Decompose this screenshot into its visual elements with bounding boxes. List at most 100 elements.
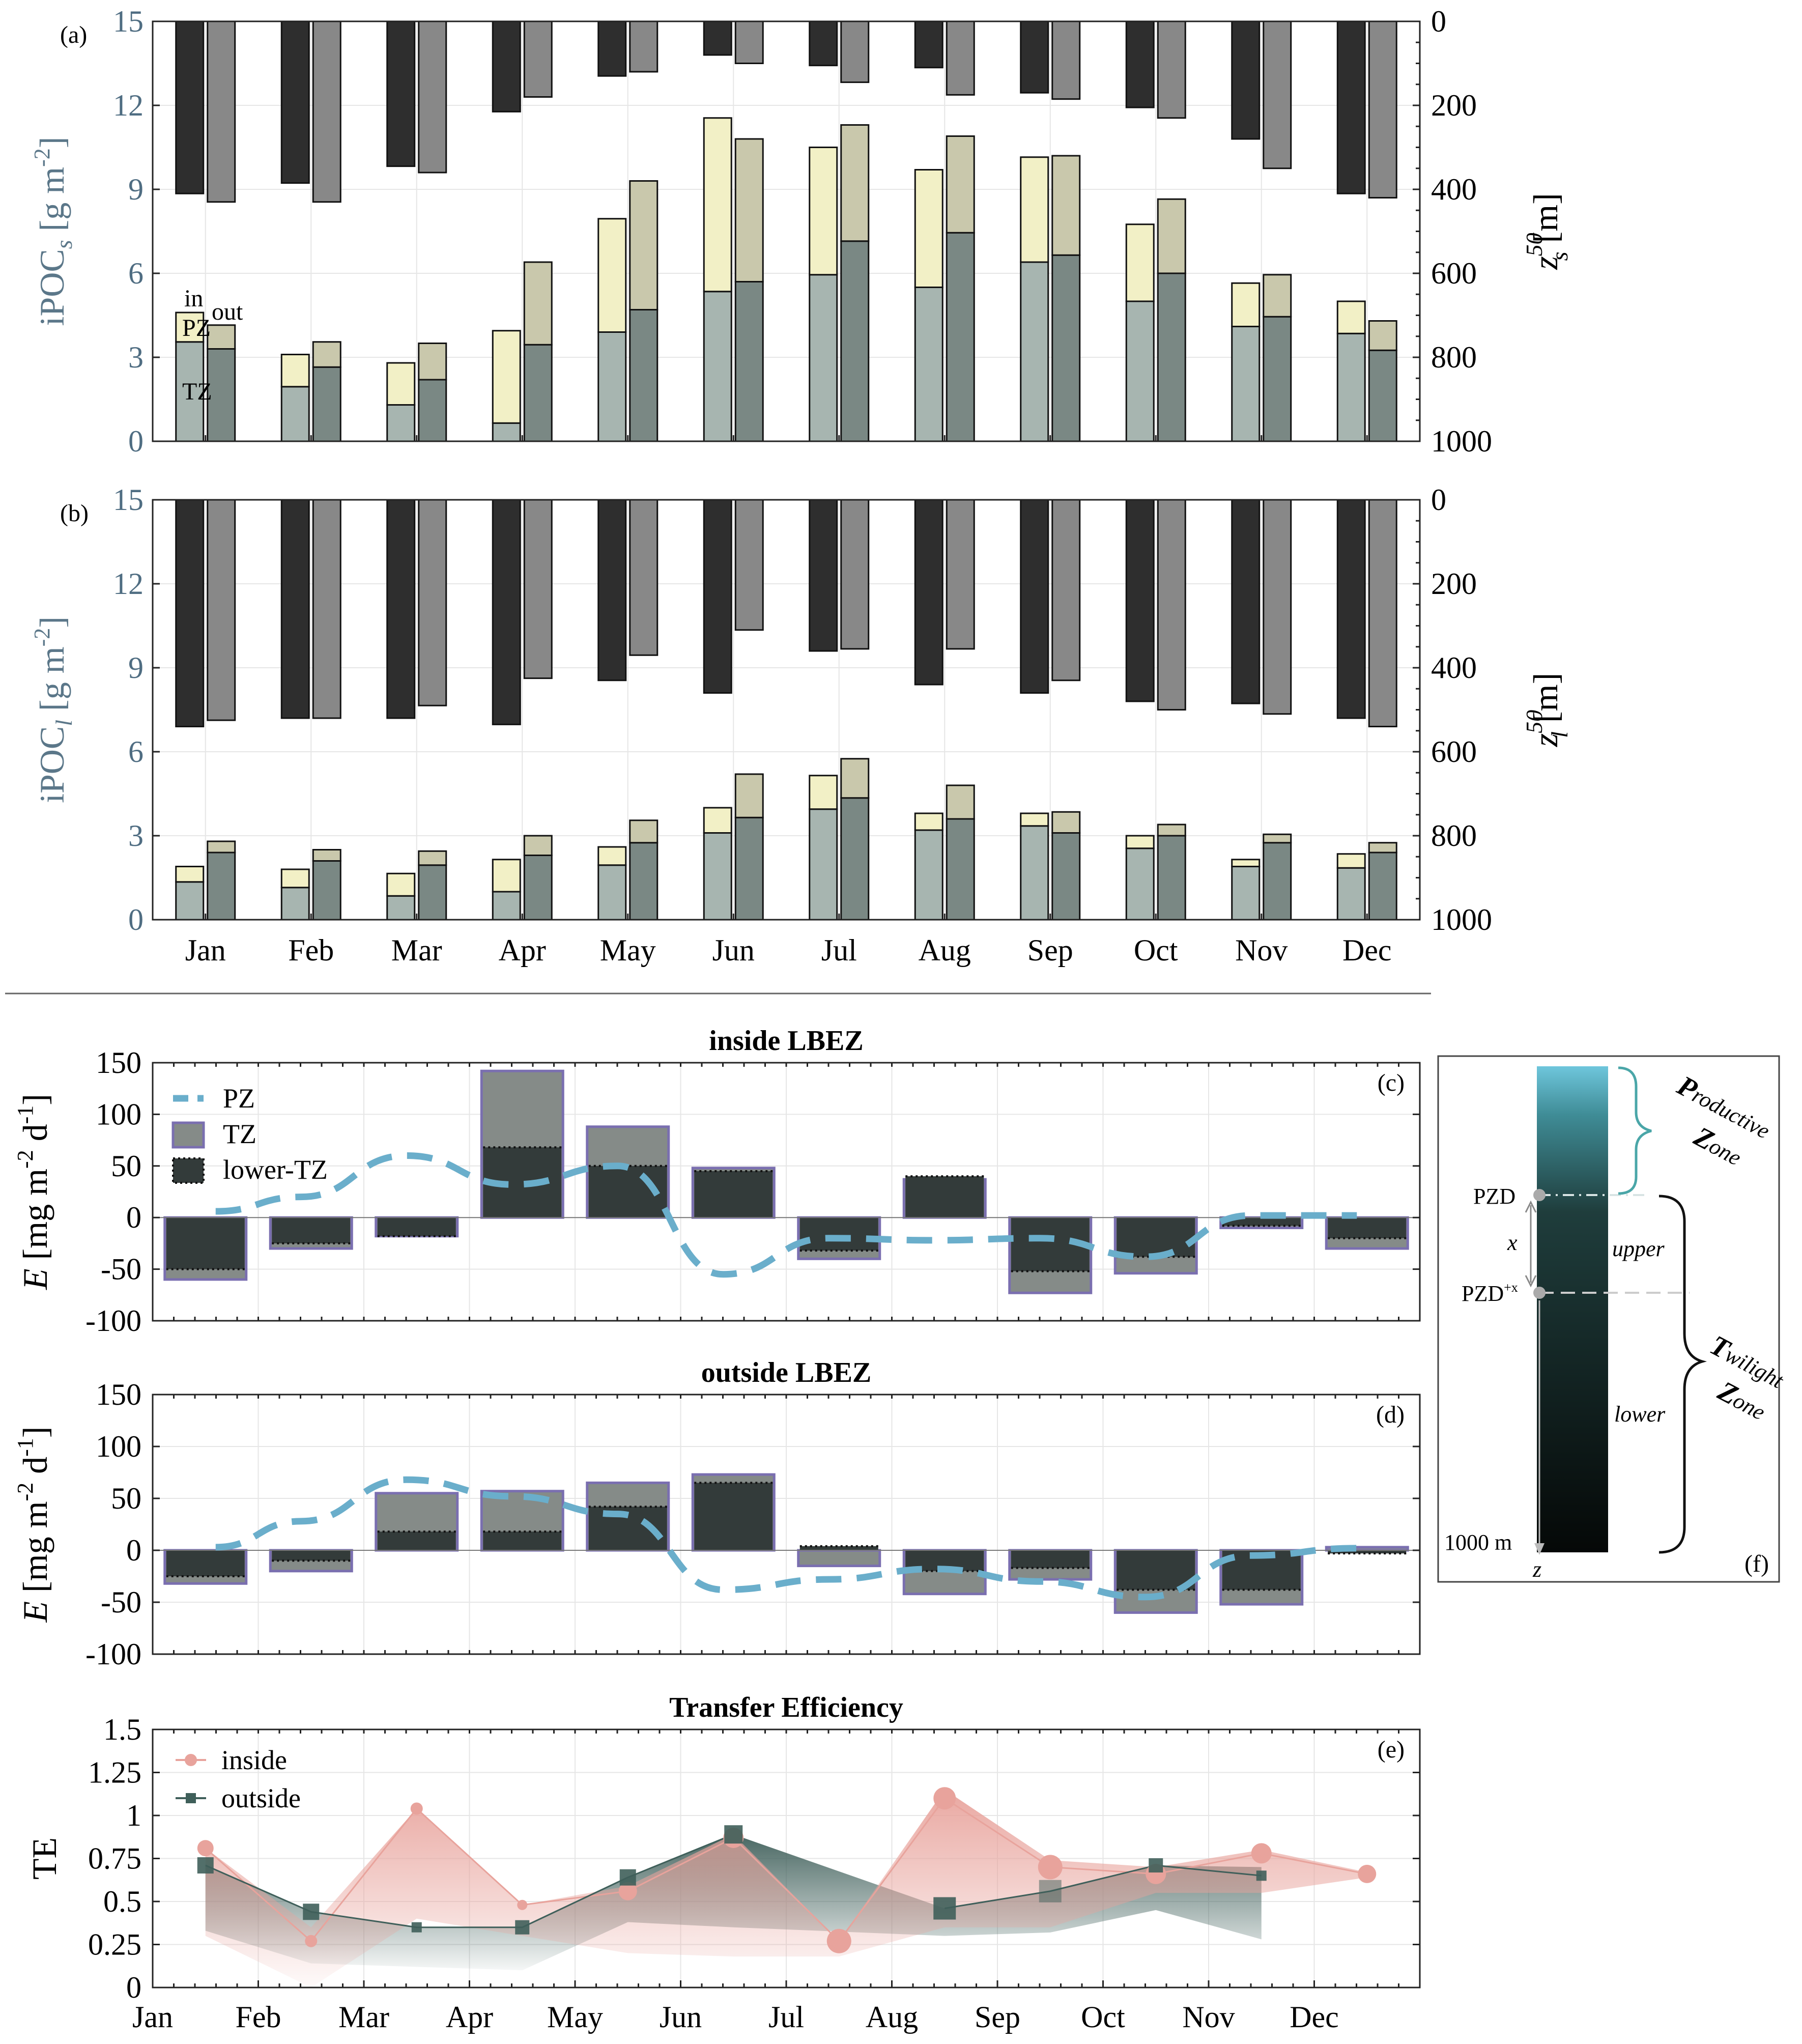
x-tick-label: Oct (1081, 2000, 1125, 2034)
ipoc-bar-pz-inside (492, 859, 521, 893)
depth-bar-inside (1231, 499, 1261, 704)
ipoc-bar-pz-outside (734, 773, 764, 818)
annot-tz: TZ (182, 378, 212, 405)
upper-label: upper (1612, 1236, 1665, 1261)
y-tick-label: 9 (128, 173, 144, 206)
ipoc-bar-tz-inside (280, 386, 310, 442)
panel-label: (e) (1378, 1736, 1405, 1763)
ipoc-bar-pz-outside (946, 135, 975, 234)
depth-bar-outside (523, 20, 553, 98)
ipoc-bar-tz-inside (1125, 300, 1155, 442)
ipoc-bar-pz-outside (1368, 842, 1397, 854)
depth-bar-inside (492, 499, 521, 725)
depth-bar-inside (492, 20, 521, 112)
ipoc-bar-tz-outside (1263, 316, 1292, 442)
ipoc-bar-tz-inside (492, 422, 521, 442)
y-tick-label: 0.5 (103, 1885, 141, 1918)
y-tick-label: 50 (111, 1149, 141, 1183)
depth-bar-outside (418, 20, 447, 174)
ipoc-bar-pz-inside (1020, 812, 1049, 827)
y-tick-label: 12 (113, 89, 144, 122)
ipoc-bar-pz-outside (1157, 824, 1186, 837)
depth-bar-outside (1051, 20, 1081, 100)
depth-bar-outside (734, 20, 764, 64)
ipoc-bar-tz-outside (418, 864, 447, 921)
ipoc-bar-pz-inside (280, 354, 310, 388)
ipoc-bar-tz-outside (1263, 842, 1292, 921)
ipoc-bar-pz-inside (175, 866, 205, 883)
pzd-x-label: PZD+x (1462, 1280, 1518, 1306)
ipoc-bar-pz-outside (207, 324, 236, 350)
legend-lower-tz-label: lower-TZ (223, 1154, 328, 1185)
depth-bar-outside (1263, 20, 1292, 169)
productive-brace (1618, 1066, 1652, 1195)
pzd-x-marker (1533, 1287, 1546, 1299)
te-marker-outside (724, 1825, 743, 1844)
te-line-inside (205, 1797, 1367, 1943)
ipoc-bar-tz-inside (386, 895, 416, 921)
x-tick-label: Jan (132, 2000, 173, 2034)
e-bar-lower-tz (1222, 1217, 1301, 1226)
depth-bar-outside (1157, 20, 1186, 119)
te-marker-inside (1038, 1855, 1063, 1880)
depth-bar-inside (1231, 20, 1261, 140)
ipoc-bar-tz-inside (1336, 332, 1366, 442)
depth-bar-inside (386, 20, 416, 167)
depth-bar-outside (1263, 499, 1292, 715)
y2-axis-label: z50s [m] (1521, 193, 1572, 270)
e-bar-lower-tz (905, 1176, 984, 1218)
ipoc-bar-pz-outside (1263, 274, 1292, 318)
y-tick-label: 15 (113, 483, 144, 517)
depth-bar-outside (840, 499, 870, 650)
y-tick-label: 150 (96, 1046, 141, 1080)
ipoc-bar-pz-inside (280, 868, 310, 889)
ipoc-bar-pz-inside (1231, 282, 1261, 327)
ipoc-bar-pz-inside (703, 117, 732, 293)
te-marker-inside (826, 1928, 851, 1953)
panel-f-schematic: PZD PZD+x x upper lower 1000 m z Product… (1437, 1055, 1788, 1583)
panel-title: Transfer Efficiency (669, 1692, 903, 1723)
y2-tick-label: 800 (1431, 819, 1477, 853)
te-marker-outside (411, 1922, 422, 1933)
y-axis-label: iPOCl [g m-2] (30, 616, 77, 803)
depth-bar-inside (386, 499, 416, 719)
ipoc-bar-pz-inside (1336, 853, 1366, 869)
depth-bar-outside (1368, 499, 1397, 727)
te-marker-inside (933, 1787, 956, 1810)
y-tick-label: 150 (96, 1378, 141, 1411)
depth-bar-inside (1125, 20, 1155, 108)
ipoc-bar-pz-outside (207, 840, 236, 854)
x-tick-label: Sep (1027, 933, 1073, 967)
pz-export-line (215, 1476, 1357, 1601)
ipoc-bar-tz-outside (1051, 254, 1081, 442)
depth-bar-inside (175, 499, 205, 727)
depth-bar-outside (312, 20, 341, 203)
depth-bar-outside (840, 20, 870, 83)
pzd-label: PZD (1473, 1184, 1515, 1209)
legend-inside-label: inside (221, 1745, 287, 1775)
x-tick-label: Aug (919, 933, 971, 967)
ipoc-bar-tz-outside (523, 855, 553, 921)
pzd-marker (1533, 1189, 1546, 1201)
legend-lower-tz-swatch (172, 1157, 205, 1184)
y-tick-label: -50 (101, 1253, 141, 1286)
depth-bar-outside (1157, 499, 1186, 711)
depth-bar-inside (1336, 20, 1366, 194)
panel-label: (c) (1378, 1069, 1405, 1096)
x-tick-label: Aug (866, 2000, 918, 2034)
e-bar-lower-tz (1328, 1217, 1407, 1238)
ipoc-bar-pz-outside (1263, 833, 1292, 844)
x-tick-label: Jul (768, 2000, 804, 2034)
ipoc-bar-pz-outside (946, 784, 975, 820)
panel-title: outside LBEZ (701, 1357, 872, 1388)
legend-inside-marker (185, 1754, 197, 1766)
panel-e: 0 0.25 0.5 0.75 1 1.25 1.5 Jan Feb Mar Apr May Jun Ju… (25, 1692, 1421, 2034)
water-column (1537, 1066, 1608, 1552)
depth-bar-inside (597, 499, 627, 682)
ipoc-bar-tz-outside (734, 816, 764, 921)
x-tick-label: May (547, 2000, 603, 2034)
ipoc-bar-pz-inside (1125, 835, 1155, 849)
legend-outside-marker (186, 1793, 196, 1803)
te-line-outside (205, 1833, 734, 1928)
pz-export-line (215, 1152, 1357, 1278)
